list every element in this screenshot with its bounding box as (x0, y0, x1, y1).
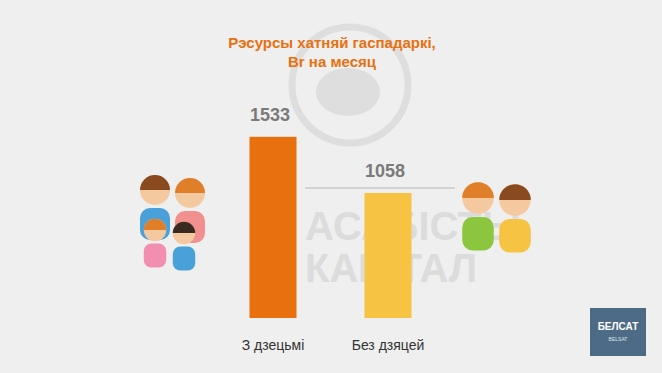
category-label: Без дзяцей (352, 337, 425, 353)
bars (250, 137, 412, 318)
chart: АСАБІСТЫКАПІТАЛРэсурсы хатняй гаспадаркі… (0, 0, 662, 373)
couple-icon (462, 182, 531, 252)
logo-subtext: BELSAT (609, 336, 628, 342)
data-label: 1058 (365, 161, 405, 181)
icon-face (144, 219, 167, 242)
icon-face (173, 222, 196, 245)
icon-hair (499, 184, 531, 200)
icon-body (499, 219, 531, 253)
background (0, 0, 662, 373)
logo-text: БЕЛСАТ (598, 321, 639, 332)
data-label: 1533 (250, 105, 290, 125)
category-label: З дзецьмі (242, 337, 305, 353)
logo: БЕЛСАТ BELSAT (590, 308, 646, 356)
icon-hair (462, 182, 494, 198)
icon-hair (175, 178, 205, 193)
watermark-line (305, 187, 455, 189)
icon-hair (140, 175, 170, 190)
title: Рэсурсы хатняй гаспадаркі, (228, 34, 436, 51)
icon-face (499, 184, 531, 216)
icon-hair (144, 219, 167, 230)
icon-body (144, 244, 167, 268)
bar (365, 193, 412, 318)
icon-body (462, 217, 494, 251)
icon-hair (173, 222, 196, 233)
watermark-pig (316, 68, 380, 116)
title: Br на месяц (288, 53, 377, 70)
bar (250, 137, 297, 318)
icon-face (462, 182, 494, 214)
icon-face (140, 175, 170, 205)
icon-face (175, 178, 205, 208)
family-icon (140, 175, 205, 271)
icon-body (173, 247, 196, 271)
logo-box (590, 308, 646, 356)
watermark-icon (292, 27, 455, 188)
